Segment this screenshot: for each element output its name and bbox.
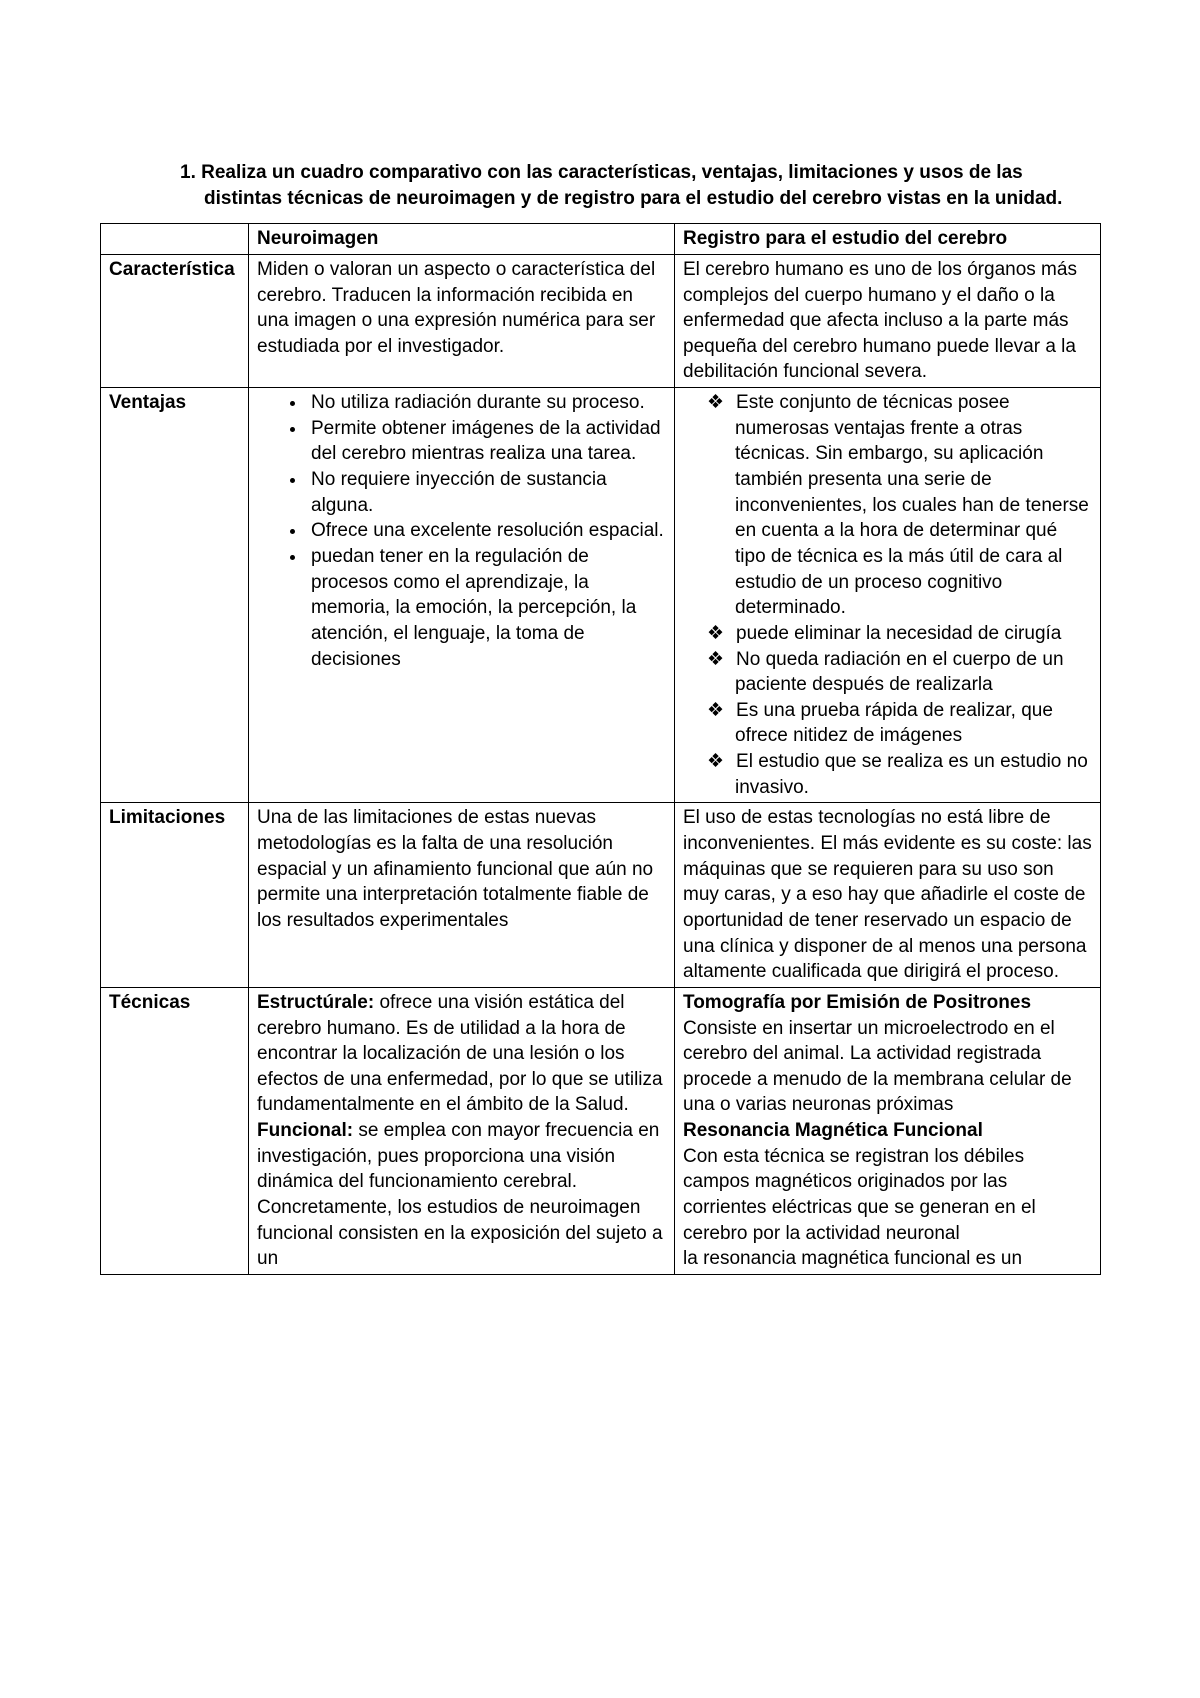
header-empty [101, 224, 249, 255]
list-item: No requiere inyección de sustancia algun… [307, 467, 666, 518]
ventajas-registro-list: Este conjunto de técnicas posee numerosa… [683, 390, 1092, 800]
tecnicas-registro-h1: Tomografía por Emisión de Positrones [683, 992, 1031, 1013]
caracteristica-neuro: Miden o valoran un aspecto o característ… [249, 254, 675, 387]
ventajas-neuro-list: No utiliza radiación durante su proceso.… [257, 390, 666, 672]
tecnicas-registro-h2: Resonancia Magnética Funcional [683, 1120, 983, 1141]
list-item: No queda radiación en el cuerpo de un pa… [707, 647, 1092, 698]
header-registro: Registro para el estudio del cerebro [675, 224, 1101, 255]
tecnicas-registro-t2: Con esta técnica se registran los débile… [683, 1146, 1036, 1244]
list-item: puedan tener en la regulación de proceso… [307, 544, 666, 672]
tecnicas-registro-t1: Consiste en insertar un microelectrodo e… [683, 1018, 1072, 1116]
tecnicas-neuro-t2: se emplea con mayor frecuencia en invest… [257, 1120, 663, 1269]
table-header-row: Neuroimagen Registro para el estudio del… [101, 224, 1101, 255]
row-caracteristica: Característica Miden o valoran un aspect… [101, 254, 1101, 387]
limitaciones-registro: El uso de estas tecnologías no está libr… [675, 803, 1101, 987]
tecnicas-registro-t3: la resonancia magnética funcional es un [683, 1248, 1022, 1269]
limitaciones-neuro: Una de las limitaciones de estas nuevas … [249, 803, 675, 987]
label-limitaciones: Limitaciones [101, 803, 249, 987]
list-item: No utiliza radiación durante su proceso. [307, 390, 666, 416]
list-item: puede eliminar la necesidad de cirugía [707, 621, 1092, 647]
list-item: El estudio que se realiza es un estudio … [707, 749, 1092, 800]
row-tecnicas: Técnicas Estructúrale: ofrece una visión… [101, 987, 1101, 1274]
comparison-table: Neuroimagen Registro para el estudio del… [100, 223, 1101, 1275]
row-ventajas: Ventajas No utiliza radiación durante su… [101, 388, 1101, 803]
tecnicas-neuro-h2: Funcional: [257, 1120, 353, 1141]
tecnicas-registro: Tomografía por Emisión de Positrones Con… [675, 987, 1101, 1274]
ventajas-registro: Este conjunto de técnicas posee numerosa… [675, 388, 1101, 803]
row-limitaciones: Limitaciones Una de las limitaciones de … [101, 803, 1101, 987]
instruction-heading: 1. Realiza un cuadro comparativo con las… [180, 160, 1100, 211]
caracteristica-registro: El cerebro humano es uno de los órganos … [675, 254, 1101, 387]
label-caracteristica: Característica [101, 254, 249, 387]
tecnicas-neuro-h1: Estructúrale: [257, 992, 374, 1013]
header-neuroimagen: Neuroimagen [249, 224, 675, 255]
tecnicas-neuro: Estructúrale: ofrece una visión estática… [249, 987, 675, 1274]
label-ventajas: Ventajas [101, 388, 249, 803]
label-tecnicas: Técnicas [101, 987, 249, 1274]
list-item: Este conjunto de técnicas posee numerosa… [707, 390, 1092, 621]
ventajas-neuro: No utiliza radiación durante su proceso.… [249, 388, 675, 803]
list-item: Es una prueba rápida de realizar, que of… [707, 698, 1092, 749]
list-item: Permite obtener imágenes de la actividad… [307, 416, 666, 467]
list-item: Ofrece una excelente resolución espacial… [307, 518, 666, 544]
